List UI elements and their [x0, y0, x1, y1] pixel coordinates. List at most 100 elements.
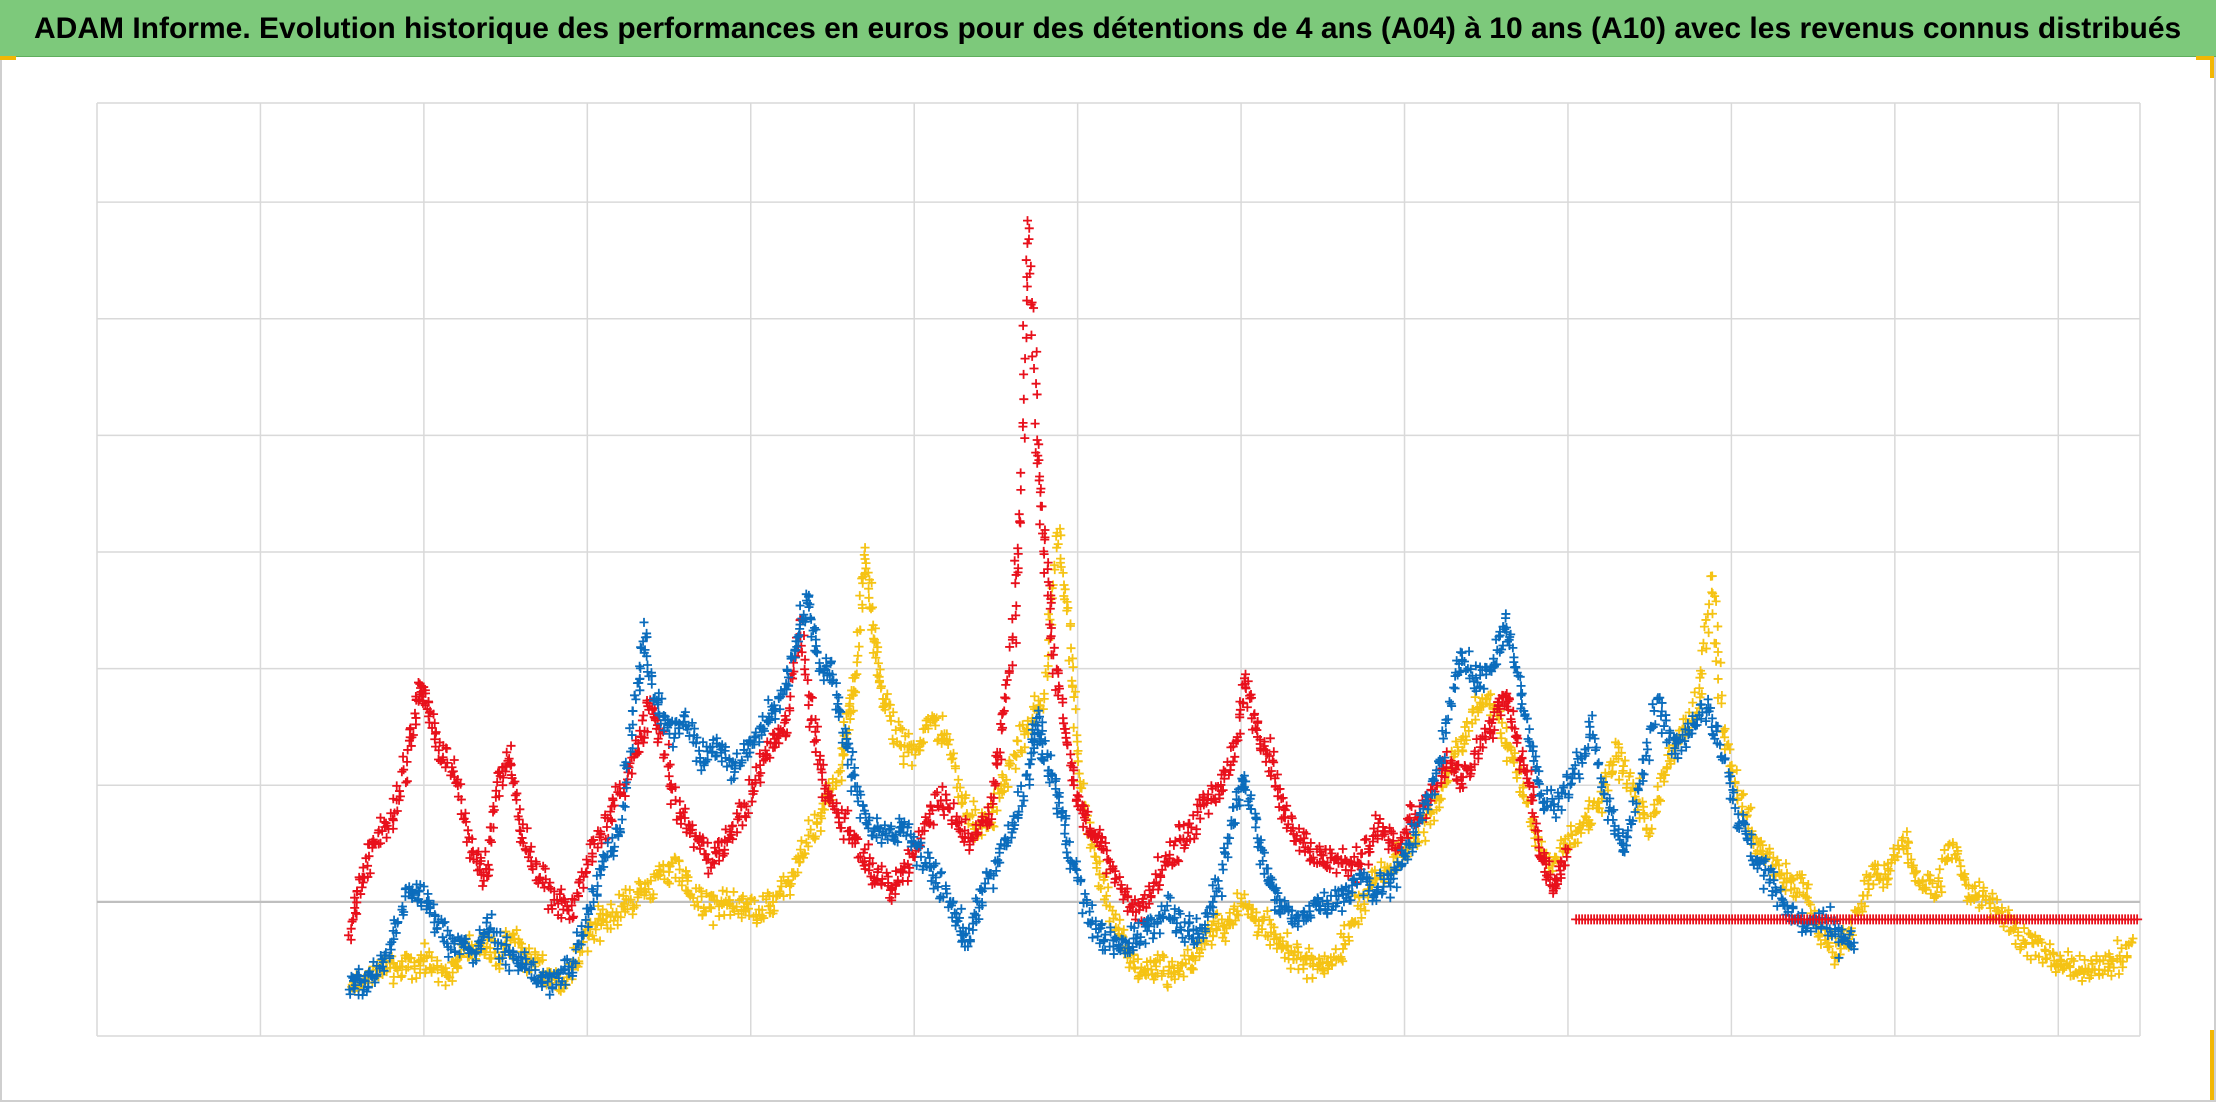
data-point [1170, 974, 1180, 984]
data-point [638, 711, 648, 721]
data-point [1803, 879, 1813, 889]
data-point [747, 797, 757, 807]
data-point [602, 822, 612, 832]
data-point [948, 748, 958, 758]
data-point [1420, 836, 1430, 846]
data-point [1095, 856, 1105, 866]
data-point [1269, 757, 1279, 767]
data-point [1304, 943, 1314, 953]
data-point [1774, 860, 1784, 870]
data-point [1903, 849, 1913, 859]
data-point [675, 796, 685, 806]
data-point [654, 865, 664, 875]
data-point [1517, 689, 1527, 699]
data-point [1815, 931, 1825, 941]
data-point [1096, 884, 1106, 894]
data-point [769, 906, 779, 916]
data-point [894, 717, 904, 727]
data-point [1089, 842, 1099, 852]
data-point [899, 759, 909, 769]
data-point [1026, 261, 1036, 271]
data-point [868, 602, 878, 612]
data-point [706, 903, 716, 913]
data-point [1034, 696, 1044, 706]
data-point [872, 647, 882, 657]
data-point [706, 890, 716, 900]
data-point [944, 804, 954, 814]
data-point [1497, 718, 1507, 728]
data-point [930, 790, 940, 800]
data-point [1936, 881, 1946, 891]
data-point [803, 841, 813, 851]
data-point [970, 805, 980, 815]
data-point [1697, 646, 1707, 656]
data-point [1074, 769, 1084, 779]
data-point [864, 593, 874, 603]
data-point [915, 745, 925, 755]
data-point [663, 877, 673, 887]
data-point [1419, 827, 1429, 837]
data-point [689, 842, 699, 852]
data-point [1018, 720, 1028, 730]
data-point [1307, 973, 1317, 983]
data-point [427, 952, 437, 962]
data-point [1232, 888, 1242, 898]
data-point [1232, 906, 1242, 916]
title-bar: ADAM Informe. Evolution historique des p… [0, 0, 2216, 57]
data-point [863, 568, 873, 578]
data-point [1056, 530, 1066, 540]
data-point [1197, 944, 1207, 954]
data-point [1221, 936, 1231, 946]
data-point [1654, 794, 1664, 804]
data-point [1608, 815, 1618, 825]
data-point [1001, 775, 1011, 785]
data-point [1320, 951, 1330, 961]
data-point [1575, 773, 1585, 783]
chart-title: ADAM Informe. Evolution historique des p… [34, 12, 2182, 45]
data-point [743, 899, 753, 909]
data-point [1802, 883, 1812, 893]
data-point [1282, 928, 1292, 938]
data-point [1179, 820, 1189, 830]
data-point [1257, 924, 1267, 934]
data-point [456, 951, 466, 961]
data-point [350, 903, 360, 913]
data-point [608, 795, 618, 805]
data-point [861, 558, 871, 568]
data-point [1308, 954, 1318, 964]
data-point [1090, 852, 1100, 862]
data-point [992, 805, 1002, 815]
data-point [1645, 828, 1655, 838]
data-point [1027, 297, 1037, 307]
data-point [1226, 918, 1236, 928]
data-point [897, 725, 907, 735]
data-point [1059, 580, 1069, 590]
data-point [675, 865, 685, 875]
data-point [1827, 947, 1837, 957]
data-point [910, 750, 920, 760]
data-point [737, 820, 747, 830]
data-point [1444, 697, 1454, 707]
data-point [816, 826, 826, 836]
data-point [953, 775, 963, 785]
data-point [1434, 795, 1444, 805]
data-point [1584, 825, 1594, 835]
data-point [1620, 847, 1630, 857]
data-point [855, 591, 865, 601]
data-point [606, 899, 616, 909]
data-point [1585, 722, 1595, 732]
data-point [382, 833, 392, 843]
data-point [857, 600, 867, 610]
data-point [1159, 966, 1169, 976]
data-point [1732, 765, 1742, 775]
data-point [1559, 838, 1568, 848]
data-point [1607, 768, 1617, 778]
data-point [1927, 878, 1937, 888]
data-point [1167, 957, 1177, 967]
data-point [1710, 591, 1720, 601]
data-point [737, 913, 747, 923]
data-point [1405, 800, 1415, 810]
data-point [1438, 782, 1448, 792]
data-point [1265, 915, 1274, 925]
data-point [1027, 351, 1037, 361]
